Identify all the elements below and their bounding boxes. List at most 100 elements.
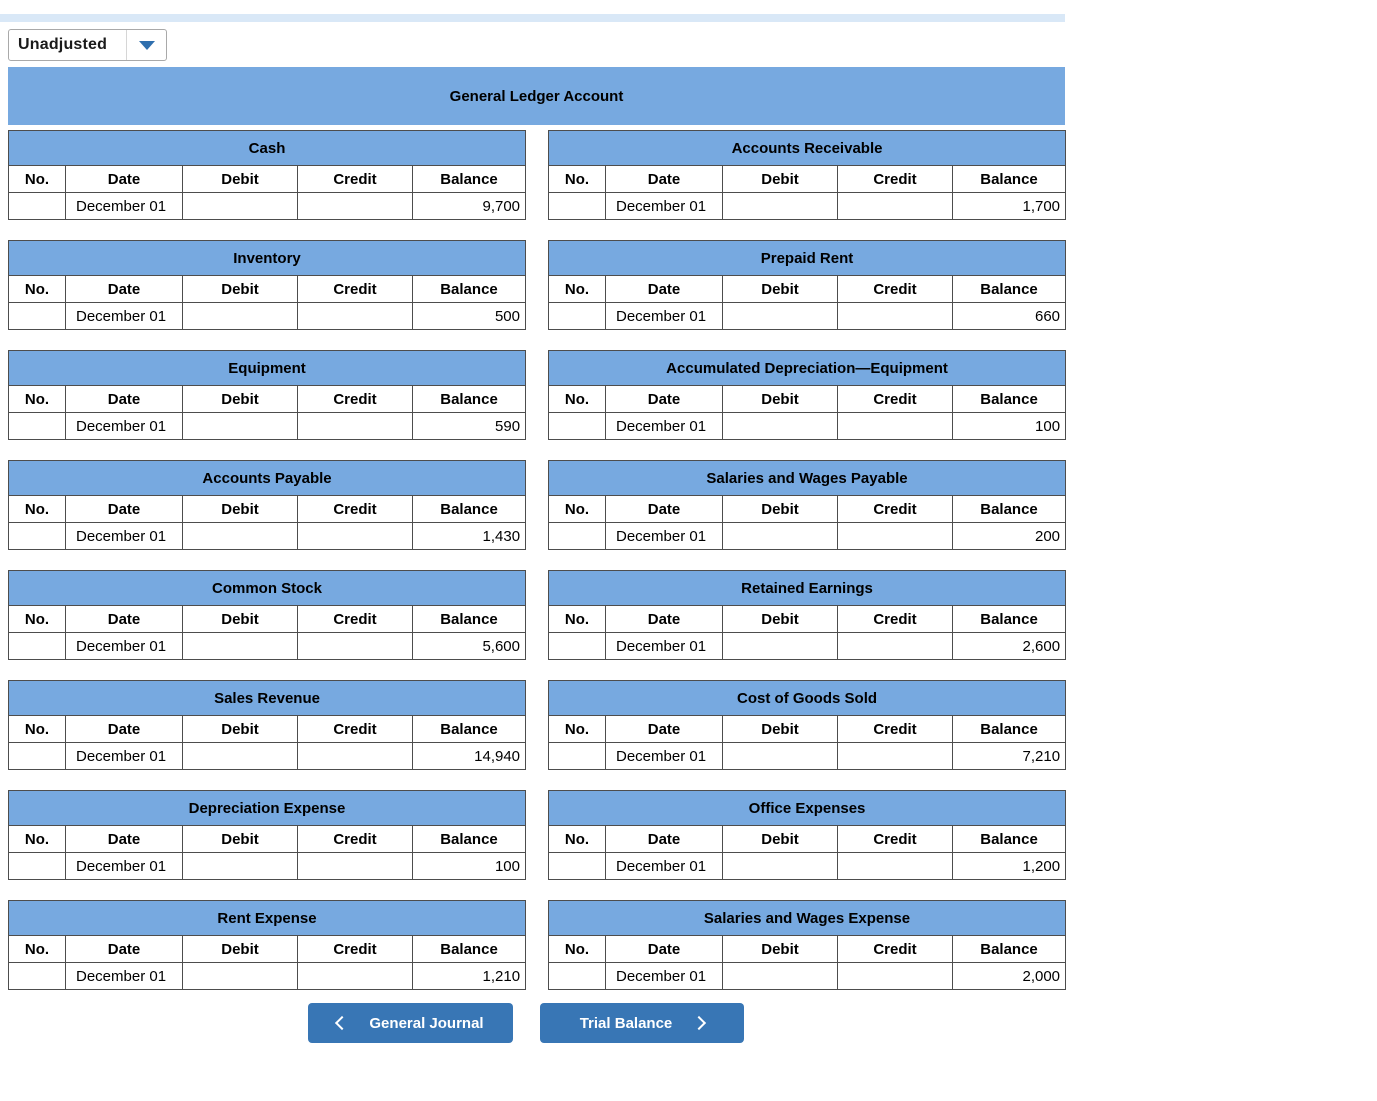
cell-credit [297,852,413,880]
cell-date: December 01 [605,962,723,990]
cell-date: December 01 [605,192,723,220]
cell-debit [182,522,298,550]
cell-balance: 2,600 [951,632,1067,660]
cell-balance: 1,430 [411,522,527,550]
ledger-row: December 01 100 [8,852,526,880]
account-title: Accumulated Depreciation—Equipment [547,350,1067,386]
cell-balance: 1,210 [411,962,527,990]
column-header-credit: Credit [297,935,413,963]
ledger-account-table: Accounts Payable No. Date Debit Credit Balanc… [7,460,527,550]
dropdown-caret-button[interactable] [126,30,166,60]
ledger-account-table: Accumulated Depreciation—Equipment No. Dat… [547,350,1067,440]
ledger-row: December 01 9,700 [8,192,527,220]
cell-debit [182,632,298,660]
ledger-account-table: Office Expenses No. Date Debit Credit Balance… [547,790,1067,880]
account-title: Rent Expense [7,900,527,936]
ledger-row: December 01 1,700 [548,192,1067,220]
cell-debit [182,412,298,440]
cell-no [8,522,66,550]
column-header-credit: Credit [837,935,953,963]
column-header-credit: Credit [297,165,413,193]
cell-balance: 500 [412,302,526,330]
account-title: Accounts Payable [7,460,527,496]
cell-date: December 01 [605,412,723,440]
account-title: Inventory [8,240,526,276]
chevron-left-icon [335,1015,350,1031]
ledger-row: December 01 590 [8,412,527,440]
column-header-debit: Debit [722,715,838,743]
column-header-date: Date [65,385,183,413]
account-title: Cash [7,130,527,166]
column-header-debit: Debit [722,935,838,963]
cell-debit [722,522,838,550]
cell-debit [182,742,298,770]
column-header-credit: Credit [297,825,413,853]
ledger-accounts-grid: Cash No. Date Debit Credit Balance December 01… [7,130,1067,990]
ledger-view-dropdown[interactable]: Unadjusted [8,29,167,61]
cell-date: December 01 [65,522,183,550]
cell-date: December 01 [605,632,723,660]
cell-date: December 01 [605,522,723,550]
cell-no [548,522,606,550]
ledger-row: December 01 2,000 [548,962,1067,990]
column-header-credit: Credit [837,385,953,413]
ledger-account-table: Salaries and Wages Payable No. Date Debit Cr… [547,460,1067,550]
ledger-row: December 01 14,940 [8,742,527,770]
column-header-debit: Debit [182,165,298,193]
general-journal-button[interactable]: General Journal [308,1003,513,1043]
cell-date: December 01 [65,632,183,660]
ledger-account-table: Accounts Receivable No. Date Debit Credit Bal… [547,130,1067,220]
ledger-account-table: Cash No. Date Debit Credit Balance December 01… [7,130,527,220]
account-title: Equipment [7,350,527,386]
ledger-account-table: Inventory No. Date Debit Credit Balance Decemb… [8,240,526,330]
cell-credit [837,192,953,220]
cell-debit [182,962,298,990]
cell-debit [722,742,838,770]
column-header-debit: Debit [182,495,298,523]
column-header-debit: Debit [182,605,298,633]
page-title-banner: General Ledger Account [8,67,1065,125]
column-header-no: No. [548,715,606,743]
ledger-row: December 01 660 [548,302,1067,330]
account-title: Accounts Receivable [547,130,1067,166]
cell-no [548,192,606,220]
column-header-date: Date [605,495,723,523]
cell-no [548,852,606,880]
cell-no [8,852,66,880]
cell-credit [837,962,953,990]
column-header-credit: Credit [297,715,413,743]
cell-date: December 01 [65,302,183,330]
cell-credit [297,192,413,220]
trial-balance-button[interactable]: Trial Balance [540,1003,744,1043]
column-header-balance: Balance [412,605,526,633]
column-header-credit: Credit [297,385,413,413]
cell-debit [182,302,298,330]
column-header-debit: Debit [182,385,298,413]
column-header-credit: Credit [297,275,413,303]
column-header-no: No. [548,935,606,963]
ledger-row: December 01 500 [8,302,526,330]
ledger-account-table: Cost of Goods Sold No. Date Debit Credit Bala… [547,680,1067,770]
top-divider-strip [0,14,1065,22]
cell-balance: 200 [951,522,1067,550]
cell-debit [722,192,838,220]
cell-debit [722,412,838,440]
account-title: Office Expenses [547,790,1067,826]
column-header-date: Date [65,605,183,633]
cell-date: December 01 [65,852,183,880]
cell-no [8,742,66,770]
ledger-account-table: Retained Earnings No. Date Debit Credit Balan… [547,570,1067,660]
column-header-date: Date [605,715,723,743]
cell-credit [837,302,953,330]
column-header-no: No. [548,495,606,523]
cell-debit [182,192,298,220]
cell-no [8,302,66,330]
column-header-balance: Balance [411,385,527,413]
cell-credit [297,412,413,440]
ledger-row: December 01 5,600 [8,632,526,660]
chevron-right-icon [692,1015,707,1031]
cell-no [548,962,606,990]
column-header-date: Date [605,825,723,853]
column-header-debit: Debit [722,825,838,853]
column-header-balance: Balance [951,275,1067,303]
